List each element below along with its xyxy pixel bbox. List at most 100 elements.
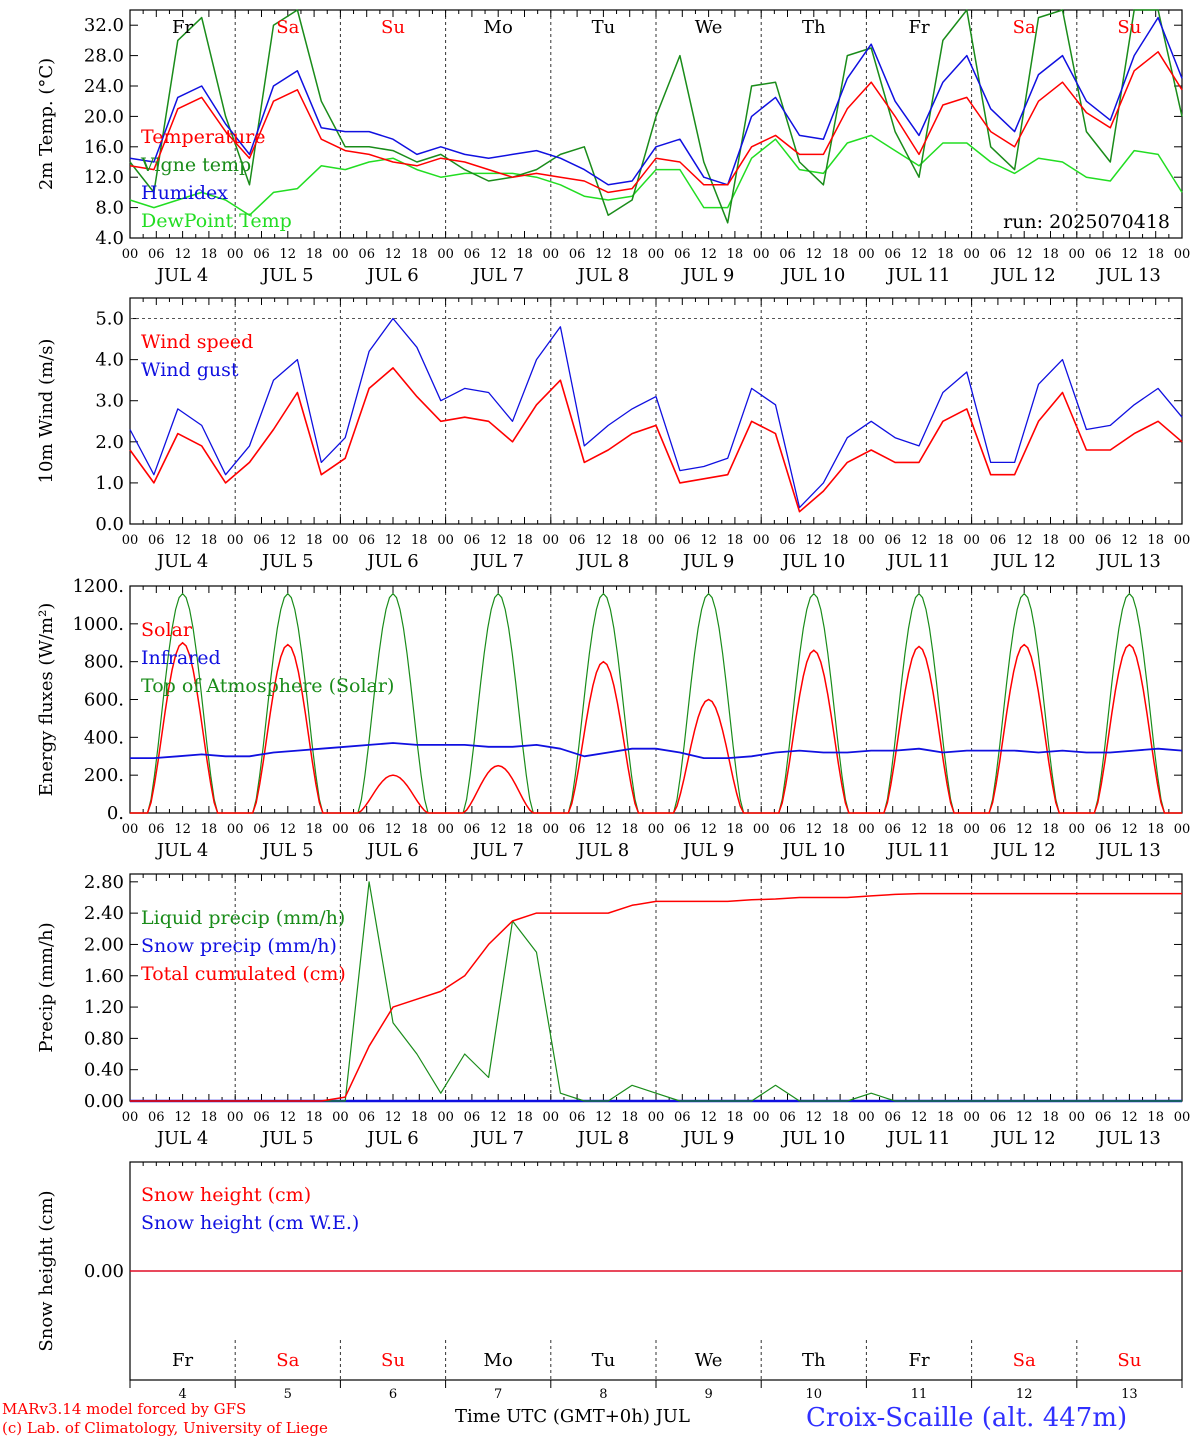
wind-panel-hour-label: 12 [490,533,507,548]
temp-panel-hour-label: 12 [806,247,823,262]
snow-day-label: Su [1117,1350,1141,1371]
cumulated-precip-series [130,892,1182,1102]
precip-panel-hour-label: 12 [911,1110,928,1125]
temp-panel-hour-label: 06 [779,247,796,262]
energy-panel-date-label: JUL 4 [155,840,209,861]
energy-panel-ytick-label: 200. [84,765,124,786]
temp-panel-date-label: JUL 12 [991,265,1056,286]
snow-day-label: Tu [592,1350,616,1371]
precip-panel-hour-label: 18 [201,1110,218,1125]
temp-series-2 [129,16,1183,186]
temp-series-3 [129,134,1183,216]
precip-panel-date-label: JUL 7 [470,1128,524,1149]
energy-panel-hour-label: 18 [411,822,428,837]
temp-panel-hour-label: 00 [753,247,770,262]
precip-panel-ytick-label: 1.60 [84,966,124,987]
snow-day-label: Mo [484,1350,513,1371]
wind-panel-hour-label: 00 [648,533,665,548]
energy-panel-hour-label: 12 [595,822,612,837]
temp-panel-hour-label: 06 [884,247,901,262]
wind-panel-hour-label: 00 [227,533,244,548]
temp-panel-ytick-label: 4.0 [95,228,124,249]
precip-panel-hour-label: 06 [253,1110,270,1125]
wind-panel-date-label: JUL 12 [991,551,1056,572]
temp-day-label: Su [1117,17,1141,38]
precip-panel-hour-label: 06 [148,1110,165,1125]
energy-panel-date-label: JUL 12 [991,840,1056,861]
temp-day-label: Sa [1013,17,1036,38]
wind-panel-date-label: JUL 4 [155,551,209,572]
wind-panel-hour-label: 18 [411,533,428,548]
temp-panel-hour-label: 06 [674,247,691,262]
temp-panel-hour-label: 12 [280,247,297,262]
temp-panel-hour-label: 18 [1147,247,1164,262]
snow-panel-ylabel: Snow height (cm) [36,1190,57,1351]
temp-panel-date-label: JUL 4 [155,265,209,286]
energy-panel-date-label: JUL 13 [1096,840,1161,861]
temp-panel-hour-label: 06 [1095,247,1112,262]
day-number-label: 4 [178,1387,186,1402]
energy-panel-date-label: JUL 7 [470,840,524,861]
precip-panel-ytick-label: 0.40 [84,1060,124,1081]
wind-panel-hour-label: 18 [937,533,954,548]
temp-panel-ytick-label: 8.0 [95,198,124,219]
temp-panel-hour-label: 00 [122,247,139,262]
day-number-label: 12 [1016,1387,1033,1402]
temp-day-label: Fr [908,17,929,38]
wind-panel-hour-label: 12 [1016,533,1033,548]
temp-panel-hour-label: 06 [358,247,375,262]
precip-panel-date-label: JUL 10 [780,1128,845,1149]
energy-panel-hour-label: 12 [385,822,402,837]
temp-panel-hour-label: 12 [595,247,612,262]
wind-panel-hour-label: 06 [358,533,375,548]
precip-panel-hour-label: 06 [884,1110,901,1125]
wind-panel-ylabel: 10m Wind (m/s) [36,339,57,484]
energy-panel-ytick-label: 600. [84,690,124,711]
precip-panel-hour-label: 06 [464,1110,481,1125]
run-annotation: run: 2025070418 [1003,211,1170,233]
temp-panel-hour-label: 12 [1016,247,1033,262]
precip-panel-hour-label: 18 [621,1110,638,1125]
temp-panel-legend-entry: DewPoint Temp [141,210,292,232]
snow-day-label: Fr [172,1350,193,1371]
precip-panel-ylabel: Precip (mm/h) [36,922,57,1052]
energy-panel-hour-label: 18 [306,822,323,837]
wind-panel-hour-label: 06 [464,533,481,548]
energy-panel-hour-label: 00 [858,822,875,837]
wind-panel-date-label: JUL 6 [365,551,419,572]
temp-panel-ytick-label: 20.0 [84,106,124,127]
precip-panel-hour-label: 00 [963,1110,980,1125]
precip-panel-hour-label: 12 [174,1110,191,1125]
temp-panel-hour-label: 12 [700,247,717,262]
day-number-label: 7 [494,1387,502,1402]
temp-panel-hour-label: 06 [569,247,586,262]
wind-panel-hour-label: 06 [990,533,1007,548]
energy-panel-hour-label: 18 [516,822,533,837]
energy-panel-hour-label: 18 [201,822,218,837]
temp-panel-date-label: JUL 6 [365,265,419,286]
snow-day-label: Sa [1013,1350,1036,1371]
wind-panel-hour-label: 18 [1042,533,1059,548]
energy-panel-hour-label: 18 [937,822,954,837]
wind-panel-hour-label: 18 [201,533,218,548]
precip-panel-hour-label: 12 [1016,1110,1033,1125]
energy-panel-hour-label: 18 [832,822,849,837]
precip-panel-date-label: JUL 6 [365,1128,419,1149]
precip-panel-hour-label: 18 [937,1110,954,1125]
wind-panel-date-label: JUL 8 [576,551,630,572]
precip-panel-hour-label: 18 [727,1110,744,1125]
energy-panel-hour-label: 12 [490,822,507,837]
energy-panel-ytick-label: 0. [107,803,124,824]
temp-panel-hour-label: 18 [1042,247,1059,262]
energy-panel-hour-label: 00 [963,822,980,837]
energy-panel-hour-label: 12 [1121,822,1138,837]
precip-panel-hour-label: 06 [358,1110,375,1125]
wind-panel-ytick-label: 4.0 [95,350,124,371]
energy-panel-hour-label: 00 [437,822,454,837]
energy-panel-hour-label: 00 [543,822,560,837]
temp-panel-hour-label: 06 [148,247,165,262]
precip-panel-hour-label: 12 [280,1110,297,1125]
wind-panel-hour-label: 00 [543,533,560,548]
temp-panel-date-label: JUL 8 [576,265,630,286]
wind-panel-date-label: JUL 5 [260,551,314,572]
